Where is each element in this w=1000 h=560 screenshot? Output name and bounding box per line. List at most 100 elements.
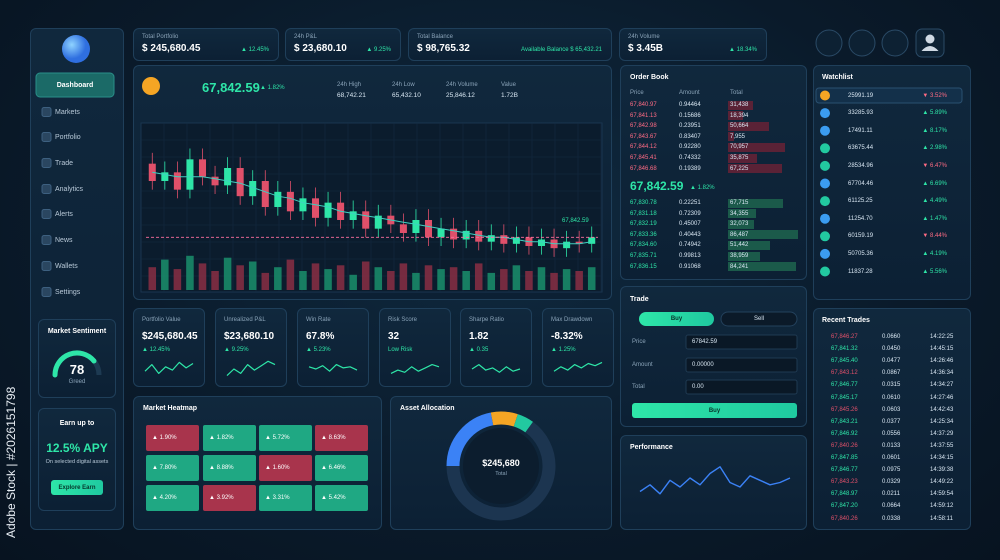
heatmap-cell (315, 485, 368, 511)
volume-bar (361, 261, 370, 290)
header-icon-button[interactable] (848, 29, 876, 57)
nav-icon[interactable] (41, 158, 52, 168)
volume-bar (487, 272, 496, 290)
stat-value: $ 3.45B (628, 43, 664, 54)
metric-sparkline (553, 361, 603, 372)
trade-price: 67,846.27 (831, 334, 858, 340)
nav-item: Wallets (55, 262, 78, 270)
stat-value: $ 245,680.45 (142, 43, 201, 54)
heatmap-cell-label: ▲ 3.92% (209, 495, 234, 501)
watchlist-value: 33285.93 (848, 110, 874, 117)
watchlist-change: ▲ 8.17% (922, 127, 947, 134)
candle-body (362, 211, 370, 229)
depth-bar (728, 153, 758, 163)
sell-tab[interactable] (720, 311, 798, 327)
trade-amount: 0.0975 (882, 467, 901, 474)
metric-change: ▲ 12.45% (142, 347, 170, 353)
buy-tab[interactable] (639, 312, 714, 326)
candle-body (462, 230, 470, 240)
order-total: 35,875 (730, 155, 749, 161)
watchlist-change: ▲ 5.56% (922, 268, 947, 275)
trade-amount: 0.0664 (882, 503, 901, 510)
depth-bar (728, 209, 756, 219)
candle-body (437, 228, 445, 238)
nav-icon[interactable] (41, 235, 52, 245)
trade-time: 14:58:11 (930, 515, 953, 522)
earn-title: Earn up to (59, 419, 95, 427)
volume-bar (186, 255, 194, 290)
coin-icon (142, 77, 160, 95)
price-stat-value: 68,742.21 (337, 91, 366, 99)
candle-body (211, 176, 219, 186)
watchlist-selected[interactable] (815, 87, 963, 104)
nav-icon[interactable] (41, 261, 52, 271)
metric-card (215, 308, 287, 387)
volume-bar (311, 263, 320, 290)
depth-bar (728, 262, 797, 272)
candle-body (236, 168, 244, 197)
nav-icon[interactable] (41, 287, 52, 297)
metric-value: -8.32% (551, 331, 583, 342)
trade-input[interactable] (685, 379, 798, 395)
order-total: 84,241 (730, 263, 749, 270)
depth-bar (728, 111, 743, 121)
candle-body (311, 198, 320, 218)
heatmap-cell-label: ▲ 1.60% (265, 465, 290, 471)
order-amount: 0.40443 (679, 231, 701, 238)
sentiment-title: Market Sentiment (47, 327, 107, 335)
metric-value: $245,680.45 (142, 331, 198, 342)
trade-amount: 0.0338 (882, 515, 901, 522)
depth-bar (728, 121, 769, 131)
watchlist-value: 25991.19 (848, 92, 874, 99)
nav-active-bg[interactable] (35, 72, 115, 98)
watchlist-change: ▲ 1.47% (922, 215, 947, 222)
nav-icon[interactable] (41, 132, 52, 142)
metric-change: ▲ 1.25% (551, 347, 576, 353)
volume-bar (236, 265, 244, 290)
order-price: 67,843.67 (630, 133, 657, 140)
trade-price: 67,845.26 (831, 406, 858, 413)
nav-item: Alerts (55, 210, 73, 218)
heatmap-cell-label: ▲ 8.63% (321, 435, 346, 441)
trade-price: 67,845.40 (831, 358, 858, 365)
candle-body (274, 191, 282, 207)
trade-price: 67,846.77 (831, 382, 858, 389)
trade-field-label: Total (632, 384, 645, 390)
volume-bar (550, 272, 558, 290)
heatmap-cell-label: ▲ 6.46% (321, 465, 346, 471)
order-book-header: Total (730, 90, 743, 96)
stat-card (619, 28, 767, 61)
trade-amount: 0.0133 (882, 442, 901, 449)
candle-body (450, 228, 458, 240)
candle-body (374, 215, 382, 229)
volume-bar (462, 271, 470, 290)
nav-icon[interactable] (41, 209, 52, 219)
heatmap-cell-label: ▲ 8.88% (209, 465, 234, 471)
header-icon-button[interactable] (881, 29, 909, 57)
coin-icon (820, 160, 830, 171)
metric-card (542, 308, 614, 387)
order-amount: 0.74942 (679, 242, 701, 249)
mid-change: ▲ 1.82% (690, 185, 715, 191)
heatmap-cell (146, 425, 199, 451)
order-amount: 0.23951 (679, 123, 701, 130)
trade-input[interactable] (685, 357, 798, 373)
watchlist-panel (813, 65, 971, 300)
volume-bar (424, 265, 433, 290)
candle-body (224, 168, 232, 186)
header-icon-button[interactable] (815, 29, 843, 57)
trade-price: 67,846.77 (831, 467, 858, 474)
earn-button[interactable] (51, 480, 103, 495)
nav-icon[interactable] (41, 184, 52, 194)
nav-icon[interactable] (41, 107, 52, 117)
order-amount: 0.72309 (679, 210, 701, 217)
price-change: ▲ 1.82% (260, 85, 285, 91)
stat-card (133, 28, 279, 61)
buy-button[interactable] (632, 403, 797, 418)
candle-body (198, 159, 207, 177)
order-amount: 0.91068 (679, 263, 701, 270)
metric-value: 67.8% (306, 331, 335, 342)
trade-input[interactable] (685, 334, 798, 350)
volume-bar (412, 272, 420, 290)
metric-change: ▲ 9.25% (224, 347, 249, 353)
